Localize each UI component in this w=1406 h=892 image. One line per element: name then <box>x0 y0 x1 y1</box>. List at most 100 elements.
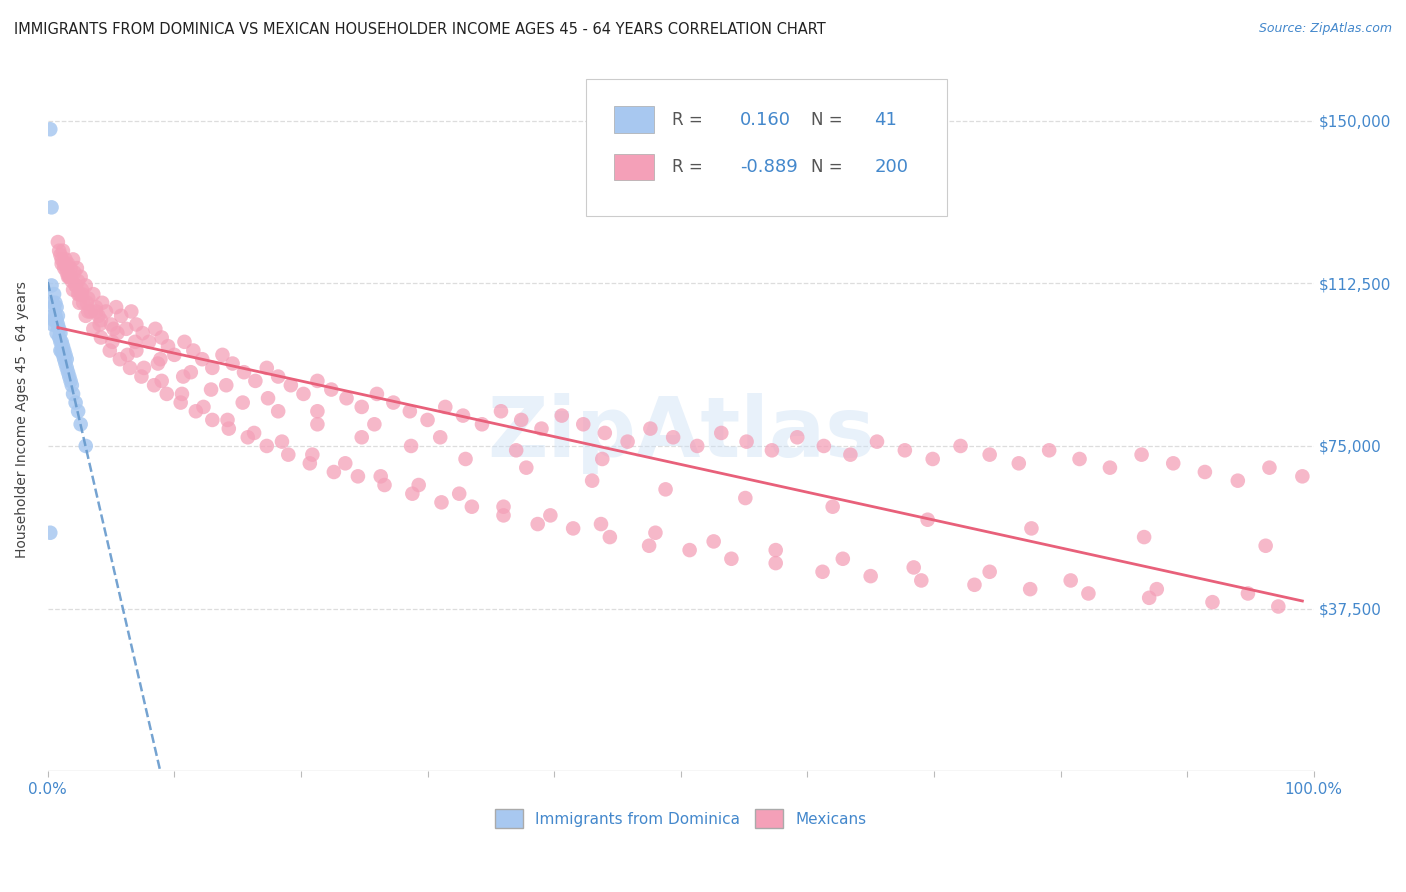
Point <box>1130 448 1153 462</box>
Point <box>65 395 87 409</box>
Point <box>58 269 80 284</box>
Point <box>813 439 835 453</box>
Point <box>53 261 76 276</box>
Point <box>45 326 67 341</box>
Point <box>55 261 77 276</box>
Point <box>62 387 84 401</box>
Text: Source: ZipAtlas.com: Source: ZipAtlas.com <box>1258 22 1392 36</box>
Point <box>654 483 676 497</box>
Point <box>125 343 148 358</box>
Point <box>89 318 111 332</box>
Text: 0.160: 0.160 <box>741 111 792 128</box>
Point <box>59 374 82 388</box>
Point <box>84 300 107 314</box>
Point <box>143 322 166 336</box>
Point <box>979 448 1001 462</box>
Point <box>735 434 758 449</box>
Point <box>41 278 63 293</box>
Point <box>48 330 70 344</box>
Point <box>193 400 215 414</box>
Point <box>44 309 66 323</box>
Point <box>232 395 254 409</box>
Point <box>866 434 889 449</box>
FancyBboxPatch shape <box>586 79 946 216</box>
Point <box>510 413 533 427</box>
Point <box>811 565 834 579</box>
Point <box>416 413 439 427</box>
Point <box>62 252 84 267</box>
Point <box>245 374 267 388</box>
Point <box>662 430 685 444</box>
Point <box>58 269 80 284</box>
Point <box>335 456 357 470</box>
Point <box>949 439 972 453</box>
Point <box>100 318 122 332</box>
Point <box>82 287 104 301</box>
Point <box>243 425 266 440</box>
Point <box>48 244 70 258</box>
Point <box>373 478 395 492</box>
Point <box>1237 586 1260 600</box>
Point <box>55 252 77 267</box>
Point <box>215 378 238 392</box>
Point <box>1077 586 1099 600</box>
Point <box>1098 460 1121 475</box>
Point <box>67 295 90 310</box>
Point <box>156 387 179 401</box>
Point <box>120 304 142 318</box>
Point <box>201 413 224 427</box>
Point <box>150 330 173 344</box>
Point <box>45 300 67 314</box>
Point <box>526 517 548 532</box>
Point <box>401 486 423 500</box>
Point <box>115 322 138 336</box>
Point <box>492 508 515 523</box>
Point <box>163 348 186 362</box>
Point <box>53 343 76 358</box>
Point <box>58 369 80 384</box>
Point <box>1060 574 1083 588</box>
Point <box>399 439 422 453</box>
Legend: Immigrants from Dominica, Mexicans: Immigrants from Dominica, Mexicans <box>489 803 872 834</box>
Point <box>638 539 661 553</box>
Point <box>55 265 77 279</box>
Point <box>42 295 65 310</box>
Point <box>489 404 512 418</box>
Point <box>42 313 65 327</box>
Point <box>51 252 73 267</box>
Point <box>298 456 321 470</box>
Point <box>267 369 290 384</box>
Point <box>307 404 329 418</box>
Point <box>200 383 222 397</box>
Point <box>591 452 613 467</box>
Point <box>686 439 709 453</box>
Text: N =: N = <box>811 158 848 176</box>
Point <box>138 334 160 349</box>
Point <box>46 235 69 249</box>
Point <box>307 374 329 388</box>
Point <box>77 304 100 318</box>
Text: IMMIGRANTS FROM DOMINICA VS MEXICAN HOUSEHOLDER INCOME AGES 45 - 64 YEARS CORREL: IMMIGRANTS FROM DOMINICA VS MEXICAN HOUS… <box>14 22 825 37</box>
Point <box>51 343 73 358</box>
Point <box>271 434 294 449</box>
Point <box>562 521 585 535</box>
Point <box>82 322 104 336</box>
Point <box>172 369 194 384</box>
Point <box>538 508 561 523</box>
Point <box>429 430 451 444</box>
Point <box>76 295 98 310</box>
Point <box>49 334 72 349</box>
Point <box>1133 530 1156 544</box>
Point <box>72 295 94 310</box>
Point <box>51 257 73 271</box>
Point <box>52 339 75 353</box>
Point <box>640 422 662 436</box>
Point <box>256 439 278 453</box>
Point <box>48 322 70 336</box>
Point <box>131 326 153 341</box>
Point <box>1146 582 1168 596</box>
Point <box>42 309 65 323</box>
Point <box>218 422 240 436</box>
Point <box>90 313 112 327</box>
Point <box>44 295 66 310</box>
